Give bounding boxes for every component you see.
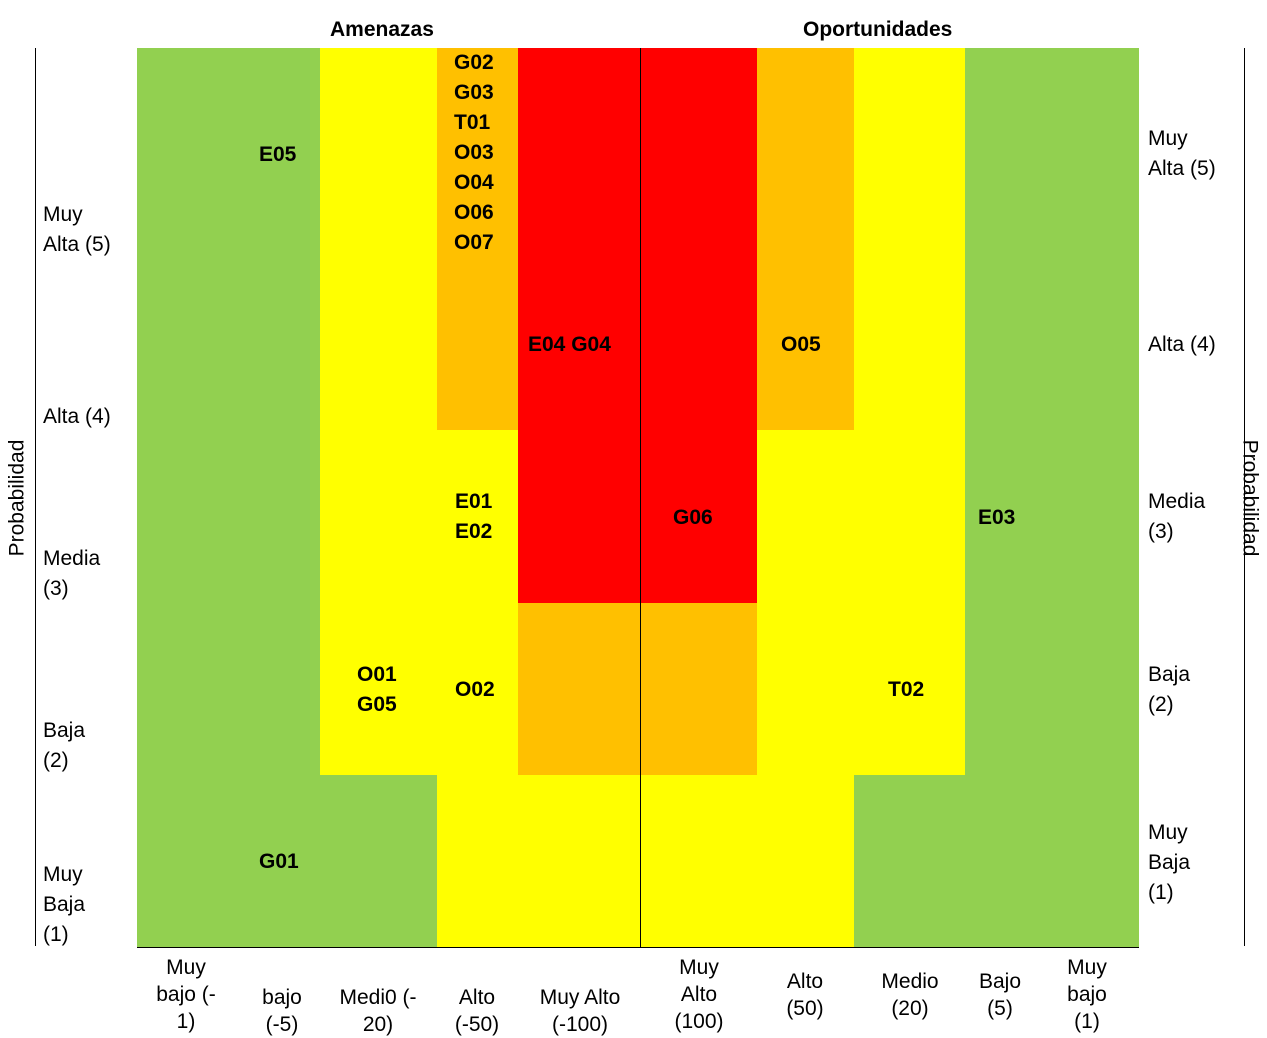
opportunities-header: Oportunidades [803,18,953,41]
col-label-medio-neg: Medi0 (- 20) [339,986,417,1036]
matrix-zone-yellow [518,775,757,948]
matrix-zone-orange [757,48,854,430]
left-row-label-muy-baja: Muy Baja (1) [43,863,86,946]
col-label-muy-alto-pos: Muy Alto (100) [674,956,724,1033]
matrix-zone-yellow [320,48,437,775]
matrix-zone-green [137,48,320,948]
risk-g01: G01 [259,850,299,873]
right-row-label-media: Media (3) [1148,490,1206,543]
risk-o02: O02 [455,678,495,701]
right-axis-line [1244,48,1245,946]
left-axis-line [35,48,36,946]
matrix-zone-green [854,775,965,948]
matrix-zone-yellow [757,430,854,948]
left-row-label-muy-alta: Muy Alta (5) [43,203,111,256]
right-row-label-muy-alta: Muy Alta (5) [1148,127,1216,180]
risk-e04-g04: E04 G04 [528,333,611,356]
risk-t02: T02 [888,678,925,701]
col-label-muy-bajo-pos: Muy bajo (1) [1067,956,1107,1033]
right-row-label-muy-baja: Muy Baja (1) [1148,821,1191,904]
left-row-label-alta: Alta (4) [43,405,111,428]
col-label-muy-alto-neg: Muy Alto (-100) [539,986,621,1036]
matrix-zone-yellow [854,48,965,775]
right-row-label-baja: Baja (2) [1148,663,1191,716]
center-divider [640,48,641,948]
risk-e01-e02: E01 E02 [455,490,493,543]
right-row-label-alta: Alta (4) [1148,333,1216,356]
col-label-alto-pos: Alto (50) [786,970,824,1020]
risk-e03: E03 [978,506,1016,529]
col-label-bajo-neg: bajo (-5) [262,986,302,1036]
risk-stack-alto-muy-alta: G02 G03 T01 O03 O04 O06 O07 [454,51,494,254]
col-label-medio-pos: Medio (20) [881,970,939,1020]
left-row-label-baja: Baja (2) [43,719,86,772]
risk-o05: O05 [781,333,821,356]
matrix-zone-orange [518,603,757,775]
risk-e05: E05 [259,143,297,166]
matrix-zone-red [518,48,757,603]
left-row-label-media: Media (3) [43,547,101,600]
matrix-zone-green [320,775,437,948]
threats-header: Amenazas [330,18,434,41]
col-label-alto-neg: Alto (-50) [454,986,500,1036]
right-axis-title: Probabilidad [1238,439,1262,557]
col-label-bajo-pos: Bajo (5) [978,970,1022,1020]
risk-o01-g05: O01 G05 [357,663,397,716]
col-label-muy-bajo-neg: Muy bajo (- 1) [156,956,216,1033]
matrix-zone-green [965,48,1139,948]
left-axis-title: Probabilidad [5,439,29,557]
matrix-zone-yellow [437,430,518,948]
risk-g06: G06 [673,506,713,529]
matrix-zone-orange [437,48,518,430]
bottom-axis-line [137,947,1139,948]
